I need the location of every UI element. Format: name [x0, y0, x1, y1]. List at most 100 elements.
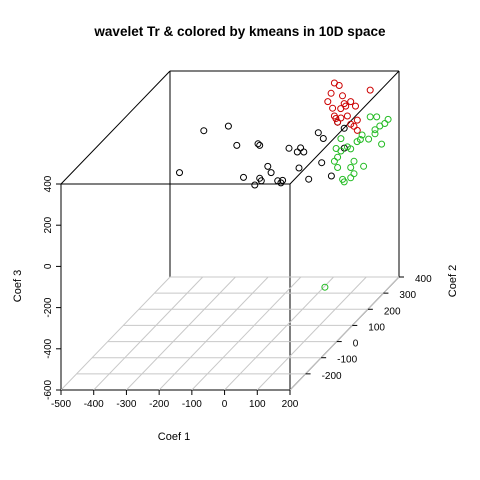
data-point: [384, 115, 392, 123]
grid-line: [158, 276, 269, 391]
grid-line: [289, 276, 400, 391]
data-point: [352, 102, 359, 110]
x-tick-label: -100: [182, 399, 202, 410]
data-point: [343, 112, 351, 120]
data-point: [366, 113, 374, 121]
data-point: [224, 122, 232, 130]
data-point: [327, 89, 335, 97]
data-point: [334, 118, 342, 126]
data-point: [279, 176, 287, 184]
data-point: [334, 153, 342, 161]
x-tick-label: 0: [222, 399, 228, 410]
data-point: [339, 92, 346, 100]
data-point: [339, 175, 347, 183]
z-tick-label: -200: [43, 297, 54, 317]
z-tick-label: -600: [43, 380, 54, 400]
x-tick-label: -500: [51, 399, 71, 410]
data-point: [350, 157, 358, 165]
data-point: [342, 102, 350, 110]
z-tick-label: 200: [43, 216, 54, 233]
data-point: [347, 164, 355, 171]
z-axis-label: Coef 3: [12, 270, 24, 302]
z-tick-label: 400: [43, 175, 54, 192]
data-point: [176, 169, 183, 177]
data-point: [353, 116, 361, 124]
data-point: [314, 129, 322, 137]
base-grid: [60, 276, 400, 391]
data-point: [300, 148, 308, 156]
data-point: [360, 162, 368, 170]
data-point: [305, 175, 313, 183]
data-point: [337, 114, 345, 122]
data-point: [373, 113, 381, 121]
data-point: [353, 126, 361, 134]
x-tick-label: -300: [116, 399, 136, 410]
data-point: [366, 86, 374, 94]
data-point: [332, 115, 340, 122]
grid-line: [191, 276, 302, 391]
y-tick-label: 300: [399, 290, 416, 301]
data-point: [293, 148, 301, 156]
data-point: [334, 164, 342, 171]
z-tick-label: -400: [43, 338, 54, 358]
data-point: [274, 177, 282, 185]
data-point: [251, 181, 259, 189]
data-point: [378, 140, 386, 148]
data-point: [350, 170, 358, 178]
data-point: [264, 162, 272, 170]
data-point: [254, 140, 262, 148]
data-point: [376, 122, 384, 130]
data-point: [285, 144, 293, 152]
data-point: [353, 138, 361, 146]
x-tick-label: 100: [249, 399, 266, 410]
data-point: [257, 177, 265, 185]
data-point: [324, 98, 332, 106]
data-point: [371, 126, 379, 134]
data-point: [295, 164, 303, 172]
data-point: [327, 172, 335, 180]
grid-line: [60, 276, 171, 391]
x-axis-label: Coef 1: [158, 431, 190, 443]
grid-line: [256, 276, 367, 391]
data-point: [297, 144, 305, 152]
grid-line: [93, 276, 204, 391]
data-point: [319, 135, 327, 142]
data-point: [335, 82, 343, 89]
data-point: [256, 141, 264, 149]
data-point: [233, 141, 241, 149]
data-point: [365, 135, 373, 143]
y-tick-label: 0: [353, 339, 359, 350]
data-point: [321, 283, 329, 291]
x-tick-label: 200: [282, 399, 299, 410]
chart-title: wavelet Tr & colored by kmeans in 10D sp…: [93, 24, 386, 39]
data-point: [343, 143, 351, 151]
data-point: [358, 131, 366, 139]
y-tick-label: -100: [337, 355, 357, 366]
data-point: [337, 135, 345, 143]
data-point: [318, 159, 326, 167]
grid-line: [126, 276, 236, 391]
data-point: [330, 157, 338, 165]
data-point: [200, 127, 208, 135]
grid-line: [224, 276, 334, 391]
data-point: [332, 145, 340, 152]
box-edge: [289, 70, 400, 185]
data-point: [329, 104, 337, 112]
y-tick-label: 100: [368, 322, 385, 333]
y-tick-label: -200: [322, 371, 342, 382]
z-tick-label: 0: [43, 263, 54, 269]
y-tick-label: 200: [384, 306, 401, 317]
y-axis-label: Coef 2: [447, 265, 459, 297]
box-edge: [60, 70, 171, 185]
data-point: [347, 98, 355, 106]
data-point: [340, 124, 348, 132]
x-tick-label: -200: [149, 399, 169, 410]
x-tick-label: -400: [84, 399, 104, 410]
data-point: [240, 173, 247, 181]
data-point: [371, 130, 379, 138]
data-points: [176, 79, 392, 291]
y-tick-label: 400: [415, 274, 432, 285]
data-point: [347, 174, 355, 182]
data-point: [267, 169, 275, 177]
